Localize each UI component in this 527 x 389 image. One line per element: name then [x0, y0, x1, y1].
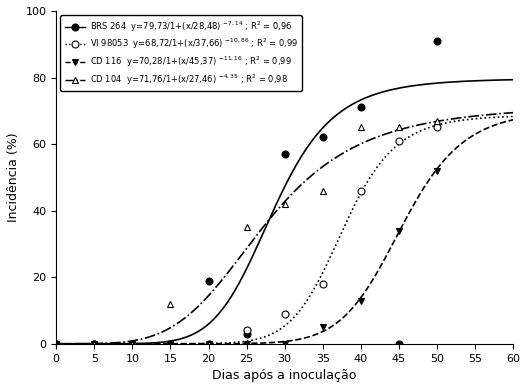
- Legend: BRS 264  y=79,73/1+(x/28,48) $^{-7,14}$ ; R$^2$ = 0,96, VI 98053  y=68,72/1+(x/3: BRS 264 y=79,73/1+(x/28,48) $^{-7,14}$ ;…: [61, 15, 302, 91]
- Y-axis label: Incidência (%): Incidência (%): [7, 133, 20, 222]
- X-axis label: Dias após a inoculação: Dias após a inoculação: [212, 369, 357, 382]
